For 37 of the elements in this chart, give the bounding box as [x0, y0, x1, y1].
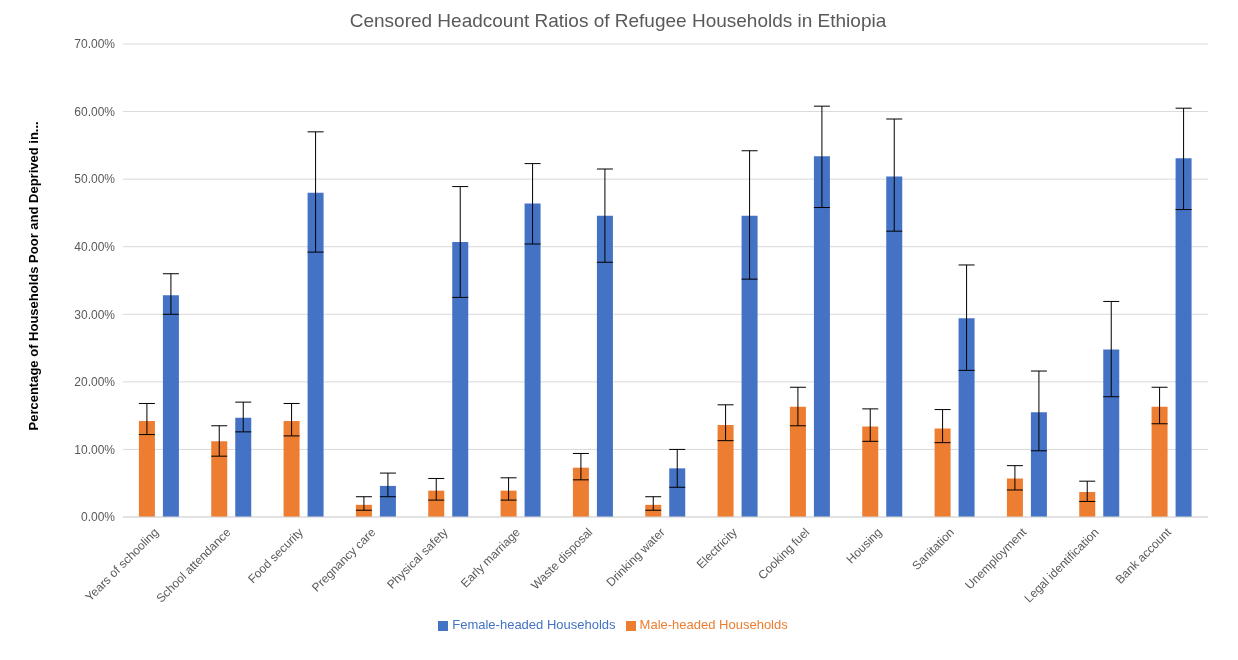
bar [741, 215, 758, 517]
bar [1151, 406, 1168, 517]
bar [138, 421, 155, 517]
bar [1079, 492, 1096, 517]
bar [886, 176, 903, 517]
bar [1006, 478, 1023, 517]
bar [1030, 412, 1047, 517]
bar [862, 426, 879, 517]
y-tick-label: 40.00% [74, 239, 116, 254]
bar [717, 425, 734, 517]
bar [669, 468, 686, 517]
bar [283, 421, 300, 517]
bar [162, 295, 179, 517]
bar [235, 417, 252, 517]
y-tick-label: 70.00% [74, 37, 116, 52]
bar [572, 467, 589, 517]
chart-title: Censored Headcount Ratios of Refugee Households in Ethiopia [348, 10, 888, 32]
y-tick-label: 10.00% [74, 442, 116, 457]
y-tick-label: 30.00% [74, 307, 116, 322]
y-axis-title: Percentage of Households Poor and Deprived in... [25, 121, 41, 431]
bar [211, 441, 228, 517]
bar [813, 156, 830, 517]
y-tick-label: 50.00% [74, 172, 116, 187]
y-tick-label: 20.00% [74, 375, 116, 390]
legend-label: Female-headed Households [452, 617, 616, 632]
bar [307, 192, 324, 517]
bar [452, 241, 469, 517]
bar [1103, 349, 1120, 517]
bar [1175, 158, 1192, 517]
bar [596, 215, 613, 517]
bar [789, 406, 806, 517]
bar [958, 318, 975, 517]
bar [934, 428, 951, 517]
bar [524, 203, 541, 517]
y-tick-label: 0.00% [80, 510, 116, 525]
y-tick-label: 60.00% [74, 104, 116, 119]
legend-label: Male-headed Households [639, 617, 788, 632]
